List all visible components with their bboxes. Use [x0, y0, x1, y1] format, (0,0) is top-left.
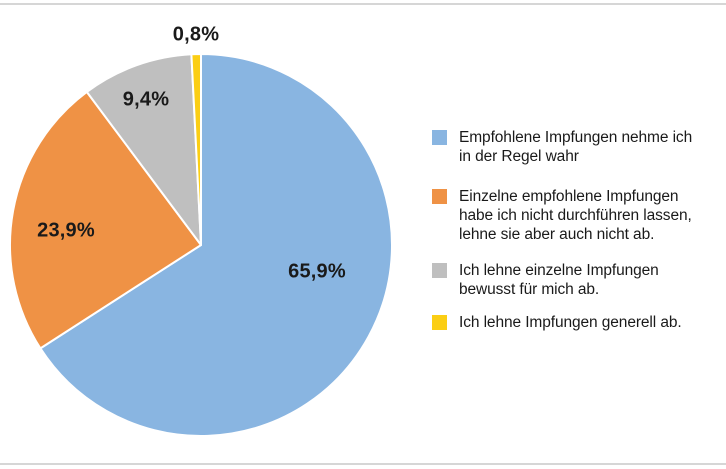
legend-swatch-blue: [432, 130, 447, 145]
pie-slice-3: [190, 52, 202, 246]
top-border-rule: [0, 3, 726, 5]
pie-value-label-gray: 9,4%: [122, 88, 170, 111]
pie-chart: [9, 52, 393, 437]
pie-slice-1: [9, 90, 202, 350]
legend-swatch-orange: [432, 189, 447, 204]
legend-item: Empfohlene Impfungen nehme ich in der Reg…: [432, 128, 720, 166]
legend-label: Ich lehne einzelne Impfungen bewusst für …: [459, 262, 659, 298]
pie-value-label-yellow: 0,8%: [172, 23, 220, 46]
pie-value-label-orange: 23,9%: [37, 219, 95, 242]
pie-value-label-blue: 65,9%: [288, 260, 346, 283]
legend: Empfohlene Impfungen nehme ich in der Reg…: [432, 128, 720, 332]
legend-swatch-gray: [432, 263, 447, 278]
legend-item: Ich lehne Impfungen generell ab.: [432, 313, 720, 332]
legend-label: Ich lehne Impfungen generell ab.: [459, 314, 682, 331]
pie-slice-2: [85, 53, 202, 246]
legend-item: Ich lehne einzelne Impfungen bewusst für …: [432, 261, 720, 299]
pie-slice-0: [39, 53, 393, 437]
bottom-border-rule: [0, 463, 726, 465]
legend-item: Einzelne empfohlene Impfungen habe ich ni…: [432, 187, 720, 244]
legend-swatch-yellow: [432, 315, 447, 330]
legend-label: Einzelne empfohlene Impfungen habe ich ni…: [459, 188, 692, 243]
legend-label: Empfohlene Impfungen nehme ich in der Reg…: [459, 129, 693, 165]
